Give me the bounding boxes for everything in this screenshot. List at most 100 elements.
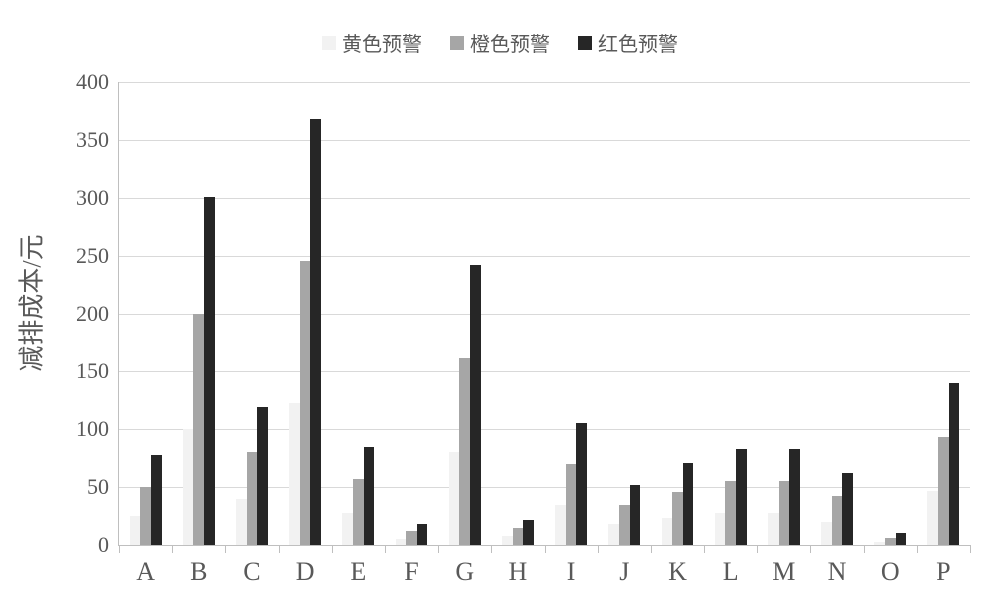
legend-item: 红色预警 <box>578 28 678 57</box>
bar <box>576 423 587 545</box>
y-tick-label: 350 <box>76 127 119 153</box>
x-tick-mark <box>491 545 492 553</box>
x-tick-mark <box>172 545 173 553</box>
x-tick-mark <box>864 545 865 553</box>
bar <box>927 491 938 545</box>
bar <box>417 524 428 545</box>
bar <box>874 542 885 545</box>
gridline <box>119 140 970 141</box>
bar <box>523 520 534 545</box>
x-tick-label: P <box>936 545 950 587</box>
x-tick-label: C <box>243 545 260 587</box>
bar <box>342 513 353 545</box>
x-tick-mark <box>917 545 918 553</box>
bar <box>151 455 162 545</box>
x-tick-label: I <box>567 545 576 587</box>
bar <box>289 403 300 545</box>
bar <box>364 447 375 545</box>
bar <box>130 516 141 545</box>
x-tick-label: M <box>772 545 795 587</box>
bar <box>513 528 524 545</box>
bar <box>821 522 832 545</box>
x-tick-mark <box>970 545 971 553</box>
chart-container: 黄色预警 橙色预警 红色预警 减排成本/元 050100150200250300… <box>0 0 1000 606</box>
x-tick-label: B <box>190 545 207 587</box>
x-tick-label: J <box>619 545 629 587</box>
bar <box>502 536 513 545</box>
y-tick-label: 400 <box>76 69 119 95</box>
bar <box>662 518 673 545</box>
gridline <box>119 429 970 430</box>
legend-label: 橙色预警 <box>470 28 550 57</box>
bar <box>193 314 204 546</box>
plot-area: 050100150200250300350400ABCDEFGHIJKLMNOP <box>118 82 970 546</box>
x-tick-mark <box>598 545 599 553</box>
legend-item: 橙色预警 <box>450 28 550 57</box>
y-tick-label: 100 <box>76 416 119 442</box>
legend-item: 黄色预警 <box>322 28 422 57</box>
bar <box>779 481 790 545</box>
legend-swatch <box>322 36 336 50</box>
x-tick-label: G <box>455 545 474 587</box>
x-tick-label: N <box>828 545 847 587</box>
bar <box>938 437 949 545</box>
bar <box>183 429 194 545</box>
x-tick-mark <box>332 545 333 553</box>
y-tick-label: 250 <box>76 243 119 269</box>
bar <box>406 531 417 545</box>
y-tick-label: 200 <box>76 301 119 327</box>
bar <box>470 265 481 545</box>
bar <box>140 487 151 545</box>
x-tick-label: E <box>350 545 366 587</box>
gridline <box>119 256 970 257</box>
gridline <box>119 371 970 372</box>
x-tick-label: L <box>723 545 739 587</box>
legend-label: 红色预警 <box>598 28 678 57</box>
bar <box>236 499 247 545</box>
bar <box>789 449 800 545</box>
bar <box>555 505 566 546</box>
y-tick-label: 50 <box>87 474 119 500</box>
x-tick-mark <box>225 545 226 553</box>
bar <box>885 538 896 545</box>
x-tick-label: A <box>136 545 155 587</box>
legend-label: 黄色预警 <box>342 28 422 57</box>
bar <box>842 473 853 545</box>
bar <box>353 479 364 545</box>
x-tick-mark <box>545 545 546 553</box>
bar <box>566 464 577 545</box>
bar <box>257 407 268 545</box>
bar <box>832 496 843 545</box>
bar <box>715 513 726 545</box>
y-axis-label: 减排成本/元 <box>12 234 49 371</box>
legend: 黄色预警 橙色预警 红色预警 <box>0 28 1000 57</box>
bar <box>310 119 321 545</box>
gridline <box>119 198 970 199</box>
y-tick-label: 300 <box>76 185 119 211</box>
bar <box>396 539 407 545</box>
bar <box>449 452 460 545</box>
bar <box>608 524 619 545</box>
x-tick-mark <box>119 545 120 553</box>
y-tick-label: 0 <box>98 532 119 558</box>
bar <box>459 358 470 546</box>
x-tick-label: F <box>404 545 418 587</box>
x-tick-label: H <box>509 545 528 587</box>
bar <box>736 449 747 545</box>
x-tick-mark <box>438 545 439 553</box>
x-tick-mark <box>704 545 705 553</box>
bar <box>204 197 215 545</box>
x-tick-mark <box>651 545 652 553</box>
y-tick-label: 150 <box>76 358 119 384</box>
bar <box>300 261 311 545</box>
x-tick-mark <box>385 545 386 553</box>
legend-swatch <box>450 36 464 50</box>
bar <box>725 481 736 545</box>
gridline <box>119 314 970 315</box>
x-tick-mark <box>810 545 811 553</box>
bar <box>949 383 960 545</box>
bar <box>630 485 641 545</box>
x-tick-label: D <box>296 545 315 587</box>
bar <box>247 452 258 545</box>
bar <box>896 533 907 545</box>
